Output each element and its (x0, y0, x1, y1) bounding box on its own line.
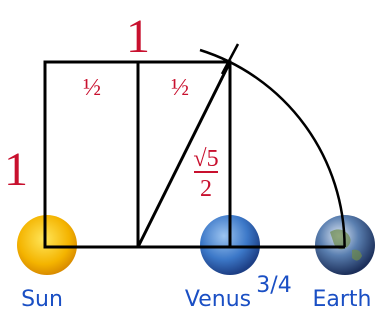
body-label: Sun (21, 287, 63, 312)
body-note: 3/4 (256, 273, 291, 298)
left-side-label: 1 (4, 143, 28, 196)
sun (17, 215, 77, 275)
body-label: Venus (185, 287, 251, 312)
diagram: 1 1 ½ ½ √5 2 Sun Venus 3/4 Earth (0, 0, 383, 313)
body-label: Earth (313, 287, 372, 312)
sqrt5-denominator: 2 (200, 176, 212, 202)
half-label: ½ (171, 75, 189, 101)
half-label: ½ (83, 75, 101, 101)
top-side-label: 1 (126, 10, 150, 63)
sqrt5-numerator: √5 (193, 146, 218, 172)
